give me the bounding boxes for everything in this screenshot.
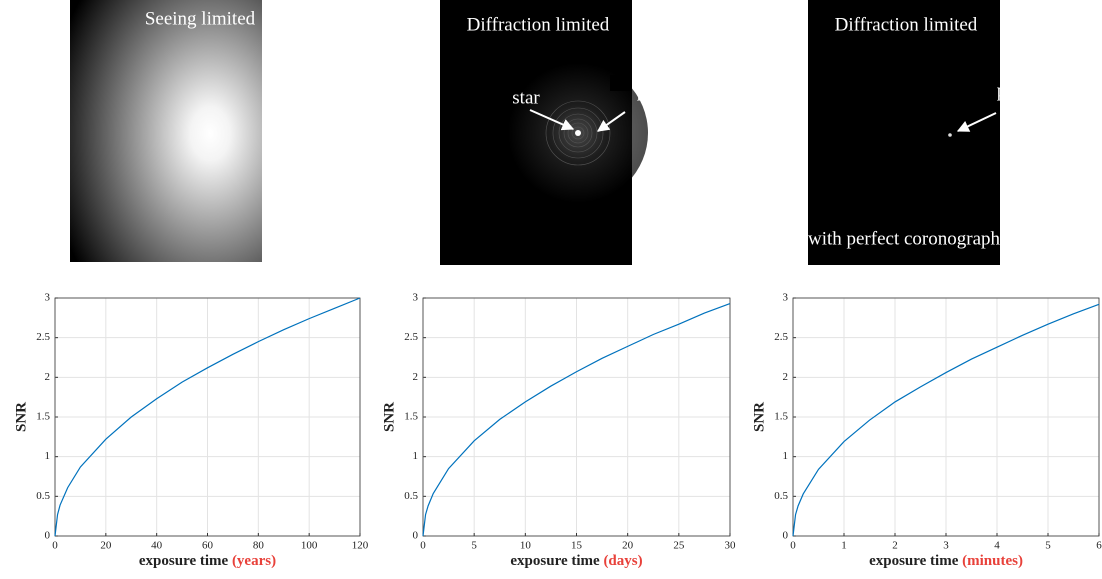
annotation: planet <box>997 80 1044 101</box>
x-tick-label: 0 <box>52 540 58 552</box>
panel-title: Diffraction limited <box>835 14 978 35</box>
data-line <box>54 297 361 537</box>
x-tick-label: 1 <box>841 540 847 552</box>
image-panel: Seeing limited <box>70 0 262 262</box>
x-tick-label: 120 <box>352 540 369 552</box>
x-tick-label: 15 <box>571 540 583 552</box>
y-tick-label: 3 <box>45 292 51 304</box>
y-tick-label: 0.5 <box>36 490 50 502</box>
y-tick-label: 1.5 <box>36 411 50 423</box>
image-panel: Diffraction limited star planet <box>440 0 684 265</box>
axes-box <box>792 297 1100 537</box>
x-tick-label: 5 <box>1045 540 1051 552</box>
y-tick-label: 1 <box>413 450 419 462</box>
y-tick-label: 3 <box>783 292 789 304</box>
y-tick-label: 2 <box>45 371 51 383</box>
data-line <box>792 303 1100 537</box>
y-tick-label: 3 <box>413 292 419 304</box>
annotation: planet <box>637 80 684 101</box>
y-tick-label: 0 <box>45 530 51 542</box>
x-tick-label: 25 <box>673 540 685 552</box>
y-tick-label: 1.5 <box>774 411 788 423</box>
x-axis-label: exposure time (years) <box>139 553 276 569</box>
y-tick-label: 2 <box>413 371 419 383</box>
x-tick-label: 60 <box>202 540 214 552</box>
axes-box <box>422 297 731 537</box>
x-tick-label: 0 <box>420 540 426 552</box>
x-axis-unit: (days) <box>603 553 642 569</box>
image-panel: Diffraction limited planet with perfect … <box>808 0 1044 265</box>
y-tick-label: 2 <box>783 371 789 383</box>
x-tick-label: 0 <box>790 540 796 552</box>
axes-box <box>54 297 361 537</box>
panel-title: Diffraction limited <box>467 14 610 35</box>
annotation: with perfect coronograph <box>808 228 1001 249</box>
x-tick-label: 2 <box>892 540 898 552</box>
annotation: star <box>512 87 540 108</box>
x-axis-label-text: exposure time <box>139 553 229 569</box>
x-tick-label: 100 <box>301 540 318 552</box>
x-tick-label: 6 <box>1096 540 1102 552</box>
x-tick-label: 40 <box>151 540 163 552</box>
x-tick-label: 80 <box>253 540 265 552</box>
y-tick-label: 1 <box>783 450 789 462</box>
x-tick-label: 5 <box>471 540 477 552</box>
y-tick-label: 0.5 <box>774 490 788 502</box>
x-axis-unit: (years) <box>232 553 276 569</box>
y-axis-label: SNR <box>381 402 397 432</box>
y-tick-label: 1 <box>45 450 51 462</box>
x-tick-label: 10 <box>520 540 532 552</box>
x-tick-label: 20 <box>100 540 112 552</box>
x-axis-label-text: exposure time <box>869 553 959 569</box>
x-axis-label: exposure time (minutes) <box>869 553 1023 569</box>
y-tick-label: 0 <box>783 530 789 542</box>
panel-title: Seeing limited <box>145 8 256 29</box>
y-tick-label: 2.5 <box>404 331 418 343</box>
y-tick-label: 2.5 <box>774 331 788 343</box>
y-axis-label: SNR <box>751 402 767 432</box>
data-line <box>422 302 731 537</box>
y-axis-label: SNR <box>13 402 29 432</box>
x-tick-label: 30 <box>725 540 737 552</box>
x-axis-label: exposure time (days) <box>510 553 642 569</box>
x-axis-unit: (minutes) <box>962 553 1023 569</box>
y-tick-label: 0 <box>413 530 419 542</box>
x-tick-label: 20 <box>622 540 634 552</box>
y-tick-label: 1.5 <box>404 411 418 423</box>
x-tick-label: 4 <box>994 540 1000 552</box>
chart: 0 0.5 1 1.5 2 2.5 3 0 20 40 60 80 100 120 SNR exposure … <box>13 292 368 570</box>
x-tick-label: 3 <box>943 540 949 552</box>
x-axis-label-text: exposure time <box>510 553 600 569</box>
y-tick-label: 2.5 <box>36 331 50 343</box>
chart: 0 0.5 1 1.5 2 2.5 3 0 1 2 3 4 5 6 SNR exposure time (mi… <box>751 292 1102 570</box>
y-tick-label: 0.5 <box>404 490 418 502</box>
